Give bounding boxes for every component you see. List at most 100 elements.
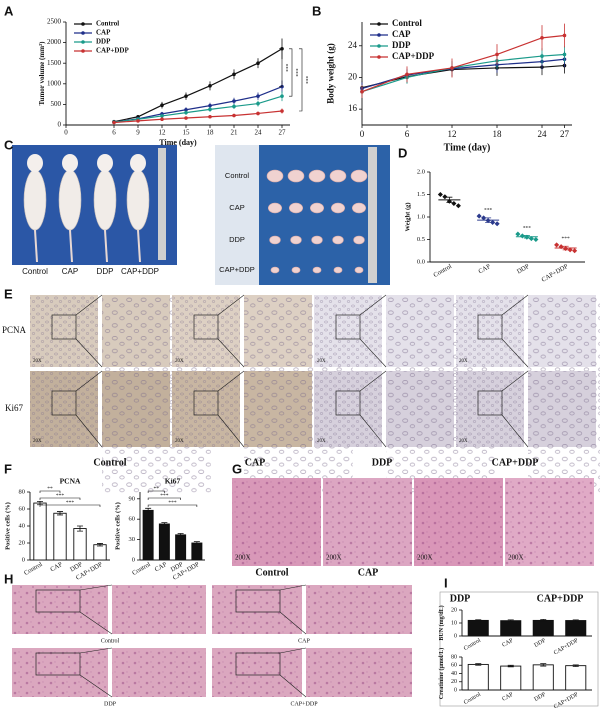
x-tick-label: 0 [360,129,365,139]
data-point [160,114,164,118]
bar [532,664,554,691]
data-point [256,61,260,65]
data-point [160,117,164,122]
panel-label: C [4,137,14,152]
mouse-tail [104,229,108,263]
tumor [350,169,368,183]
error-bar [161,522,168,526]
legend-marker [81,40,85,44]
ihc-texture [172,371,240,447]
data-point [455,203,461,209]
y-tick-label: 0 [22,556,25,563]
y-tick-label: 1000 [47,79,62,87]
x-tick-label: CAP [154,561,169,574]
x-tick-label: CAP [477,263,492,276]
data-point [515,231,521,237]
data-point [450,66,454,70]
x-tick-label: Control [463,692,482,707]
series-line [361,53,565,93]
data-point [540,54,544,58]
zoom-line [359,294,387,316]
tumor [312,266,322,274]
inset-box [235,652,281,676]
column-header: DDP [450,593,471,604]
magnification: 200X [235,554,251,562]
y-tick-label: 0 [132,556,135,563]
magnification: 200X [326,554,342,562]
tumor [308,169,326,183]
bar [565,665,587,691]
zoom-line [279,674,307,698]
significance-label: ** [47,486,53,492]
legend-label: Control [96,20,119,28]
panel-label: A [4,3,14,18]
data-point [562,33,567,38]
x-tick-label: CAP+DDP [553,691,580,708]
legend-marker [377,44,381,48]
magnification: 20X [459,359,468,364]
tumor [333,266,343,274]
x-tick-label: 27 [560,129,570,139]
y-tick-label: 2500 [47,18,62,26]
ihc-texture [314,371,382,447]
zoom-line [75,414,103,448]
error-bar [475,619,482,622]
inset-box [51,314,77,340]
y-tick-label: 40 [451,671,457,677]
column-header: DDP [372,457,393,468]
tumor-ruler [368,147,377,283]
data-point [280,109,284,113]
tumor-label: Control [225,171,250,180]
x-tick-label: DDP [516,263,531,276]
y-tick-label: 0 [454,687,457,693]
data-point [476,213,482,219]
x-tick-label: 18 [207,129,215,137]
y-tick-label: 10 [451,620,457,626]
zoom-line [217,414,245,448]
magnification: 20X [175,359,184,364]
data-point [405,72,409,77]
data-point [184,107,188,112]
inset-box [477,314,503,340]
row-label: PCNA [2,325,27,335]
series-line [113,110,283,124]
tumor [309,202,324,214]
y-tick-label: 20 [19,539,26,546]
data-point [232,104,236,109]
kidney-texture [212,585,302,634]
significance-bracket [39,490,61,493]
panel-label: I [444,575,448,590]
error-bar [97,543,103,547]
column-header: CAP [245,457,266,468]
error-bar [57,511,63,516]
data-point [184,94,188,98]
tumor-photo-strip [215,145,259,285]
bar [73,528,87,561]
data-point [437,191,443,198]
zoom-line [79,647,113,654]
significance-label: ** [154,486,160,492]
kidney-texture [112,585,206,634]
significance-label: *** [303,76,309,85]
error-bar [507,619,514,622]
data-point [208,84,212,88]
column-header: Control [93,457,126,468]
zoom-line [359,338,387,368]
data-point [232,99,236,103]
mouse-tail [69,229,73,263]
error-bar [540,663,547,667]
inset-box [477,390,503,416]
he-texture [232,478,321,566]
legend-label: CAP [392,29,411,39]
legend-label: DDP [96,38,111,46]
legend-label: CAP+DDP [96,47,129,55]
tumor [329,169,347,183]
caption: Control [101,638,120,644]
data-point [160,103,164,108]
x-tick-label: 27 [279,129,287,137]
y-tick-label: 80 [451,654,457,660]
legend-marker [377,55,381,59]
data-point [208,103,212,108]
zoom-line [501,370,529,392]
zoom-line [279,647,307,654]
